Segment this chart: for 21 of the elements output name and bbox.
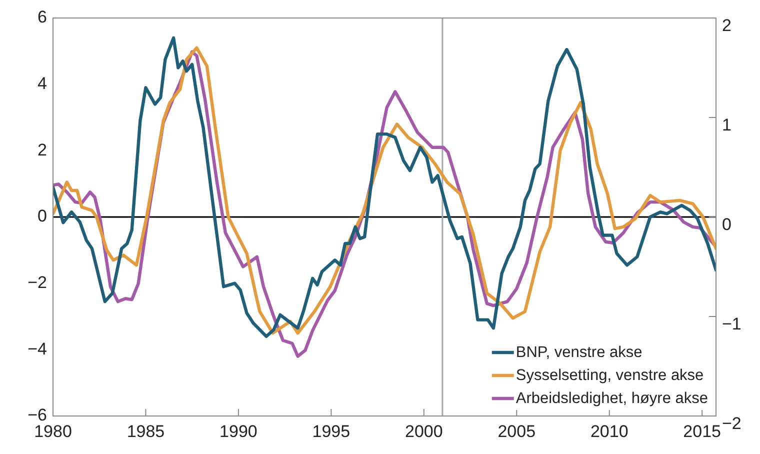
y2-tick-label: 2 (722, 16, 732, 36)
legend-label: Arbeidsledighet, høyre akse (516, 390, 708, 407)
y-tick-label: 6 (38, 8, 47, 27)
y2-tick-label: −2 (722, 414, 742, 434)
y-tick-label: −4 (28, 339, 47, 358)
y2-tick-label: −1 (722, 314, 742, 334)
legend-label: Sysselsetting, venstre akse (516, 366, 704, 384)
x-tick-label: 1985 (126, 422, 165, 441)
y-tick-label: 4 (38, 74, 47, 94)
x-tick-label: 2000 (404, 422, 443, 441)
y-tick-label: −2 (28, 273, 47, 292)
x-tick-label: 2010 (590, 422, 628, 441)
x-tick-label: 2015 (683, 422, 722, 441)
y2-tick-label: 0 (722, 215, 732, 234)
y-tick-label: 0 (38, 206, 47, 226)
y2-tick-label: 1 (722, 116, 732, 135)
legend-label: BNP, venstre akse (516, 344, 642, 361)
y-tick-label: 2 (38, 140, 47, 160)
x-tick-label: 1995 (312, 422, 350, 441)
x-tick-label: 2005 (498, 422, 536, 441)
x-tick-label: 1990 (220, 422, 258, 441)
